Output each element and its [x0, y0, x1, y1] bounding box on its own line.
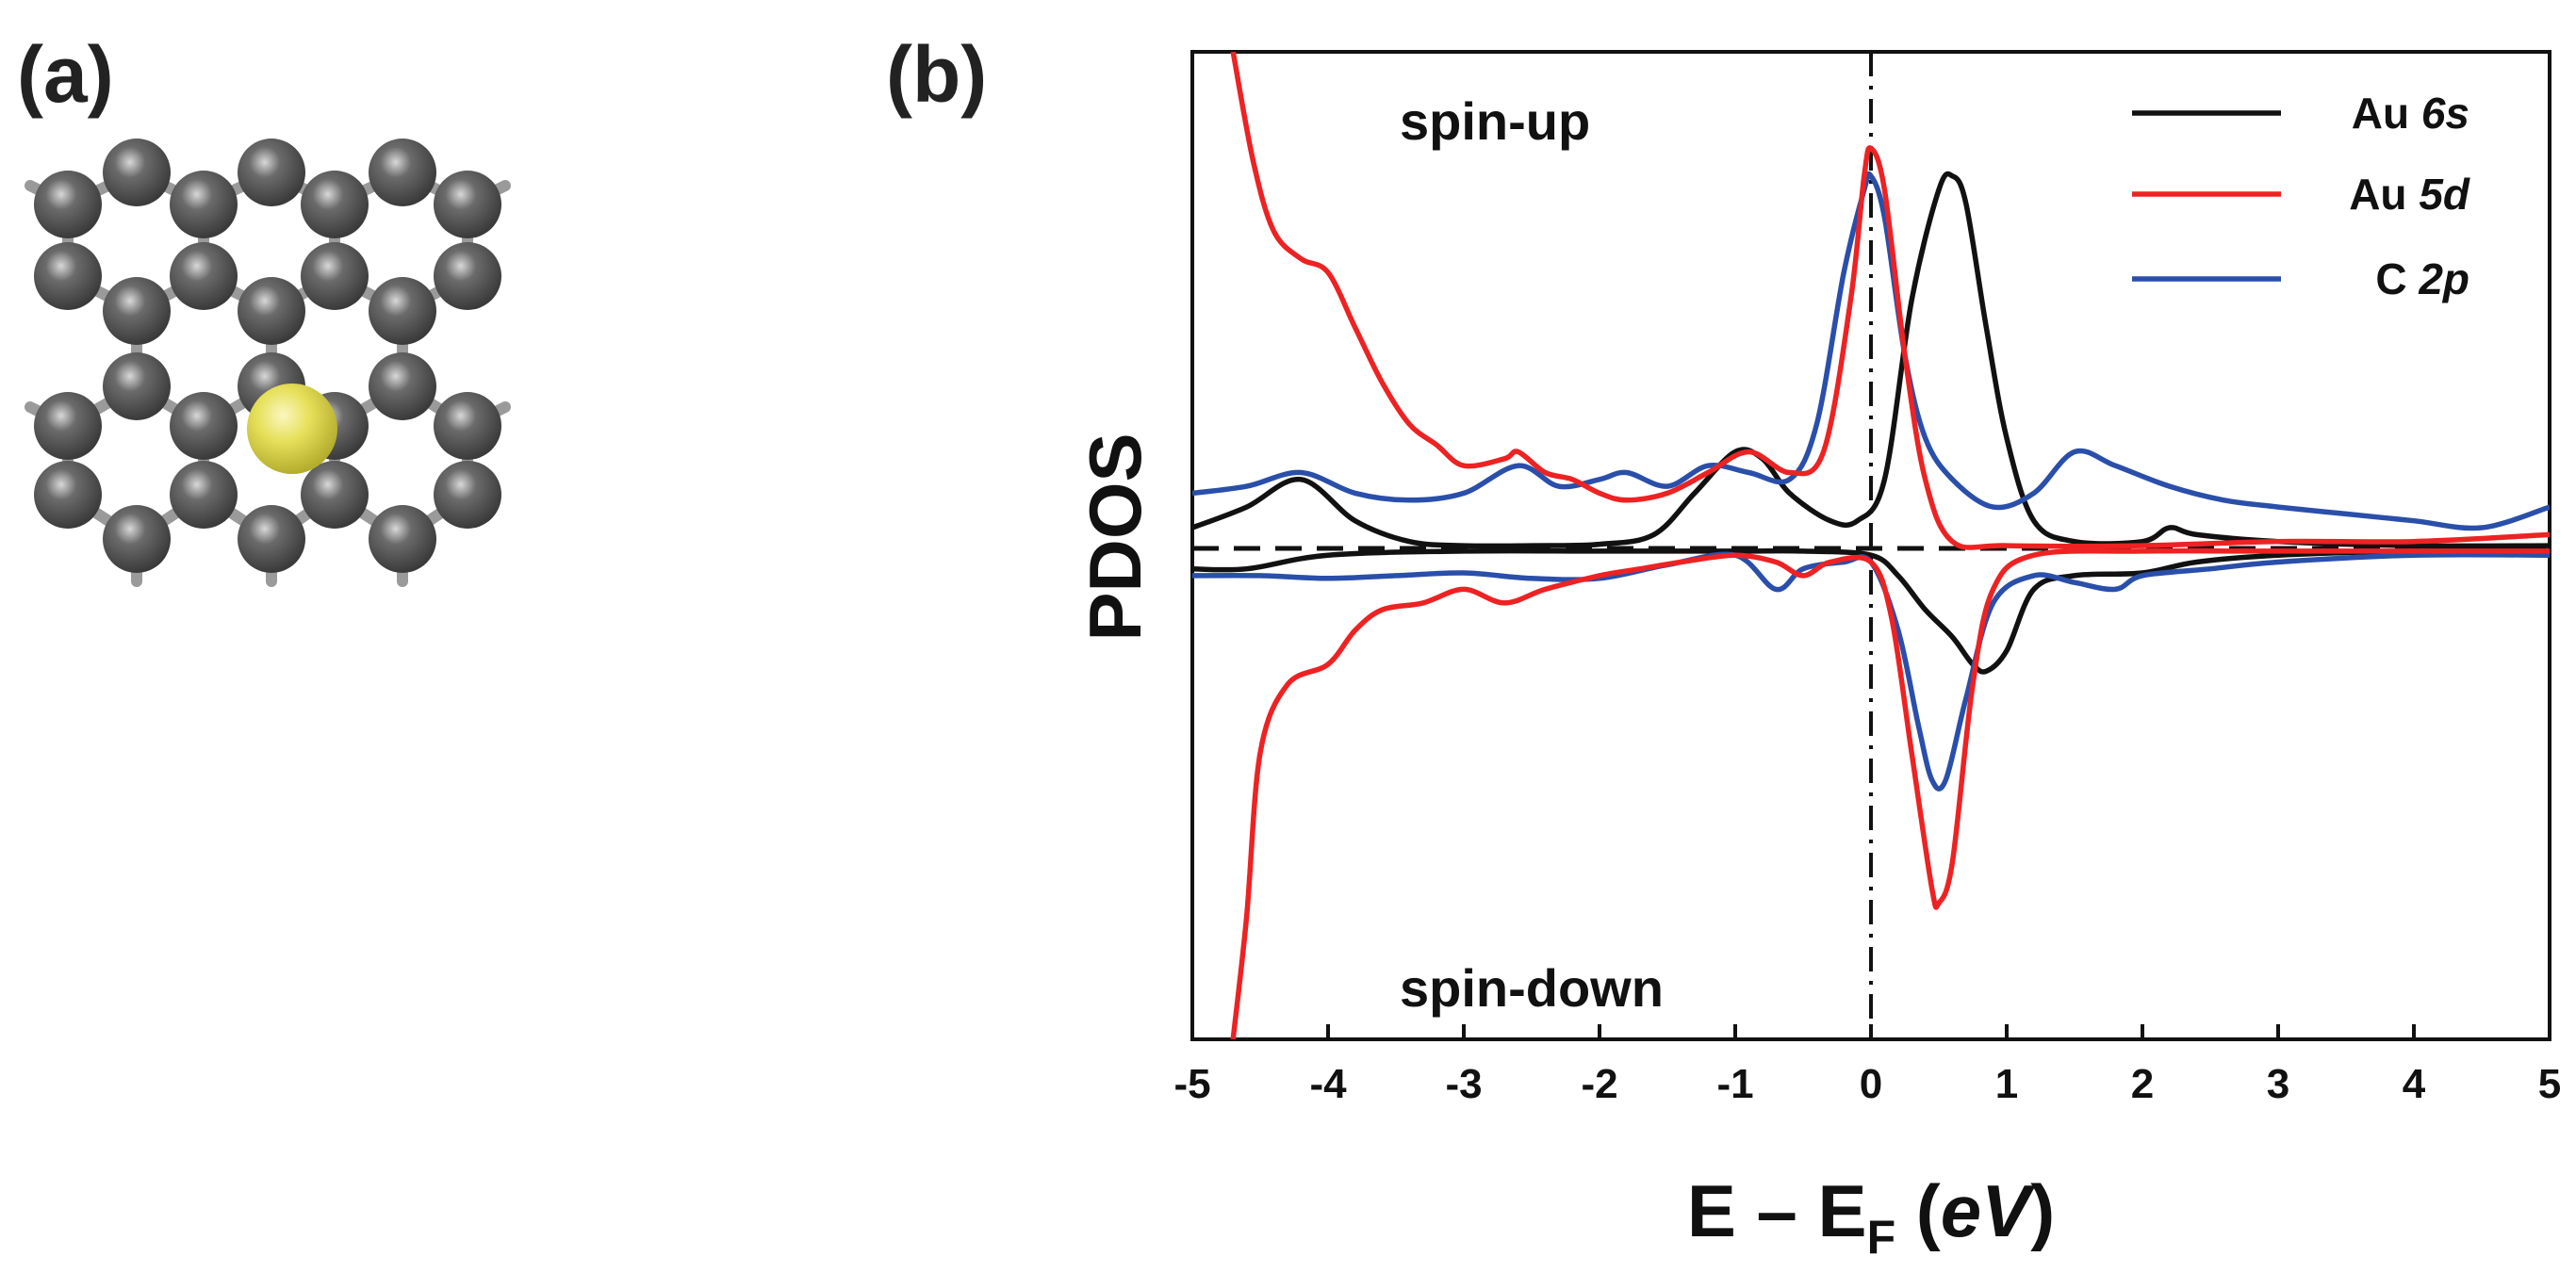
carbon-atom — [170, 242, 238, 310]
lattice-atoms — [34, 139, 501, 573]
carbon-atom — [170, 392, 238, 460]
x-axis-title-unit: eV — [1941, 1169, 2036, 1252]
x-tick-label: -4 — [1309, 1061, 1347, 1107]
pdos-chart: -5 -4 -3 -2 -1 0 1 2 3 4 5 spin-up spin-down Au 6s… — [1074, 50, 2561, 1264]
carbon-atom — [369, 139, 436, 206]
legend-label-au-5d: Au 5d — [2349, 170, 2470, 219]
x-tick-label: 5 — [2538, 1061, 2561, 1107]
x-tick-label: 3 — [2267, 1061, 2289, 1107]
series-layer — [1192, 52, 2550, 1039]
carbon-atom — [34, 461, 102, 529]
carbon-atom — [369, 505, 436, 573]
legend-label-c-2p: C 2p — [2375, 254, 2469, 303]
gold-atom — [247, 384, 337, 474]
carbon-atom — [301, 171, 369, 238]
carbon-atom — [103, 277, 171, 345]
carbon-atom — [103, 139, 171, 206]
carbon-atom — [103, 505, 171, 573]
x-axis-title-main: E – E — [1687, 1169, 1867, 1252]
legend-label-au-6s: Au 6s — [2352, 89, 2469, 138]
series-line-au-6s-down — [1192, 547, 2550, 675]
x-axis-title-close: ) — [2030, 1169, 2055, 1252]
x-tick-label: 1 — [1995, 1061, 2018, 1107]
x-tick-label: -2 — [1581, 1061, 1617, 1107]
graphene-lattice — [25, 139, 511, 587]
carbon-atom — [301, 242, 369, 310]
panel-b-label: (b) — [886, 30, 987, 119]
annotation-spin-down: spin-down — [1400, 958, 1664, 1018]
reference-lines — [1192, 52, 2550, 1039]
legend: Au 6s Au 5d C 2p — [2132, 89, 2470, 303]
x-tick-label: 2 — [2131, 1061, 2154, 1107]
series-line-au-6s-up — [1192, 171, 2550, 549]
x-axis-title-sub: F — [1867, 1211, 1896, 1264]
carbon-atom — [170, 461, 238, 529]
x-axis-title: E – EF (eV) — [1687, 1169, 2055, 1264]
carbon-atom — [238, 277, 305, 345]
x-axis-title-open: ( — [1895, 1169, 1941, 1252]
annotation-spin-up: spin-up — [1400, 91, 1590, 151]
x-axis-ticks: -5 -4 -3 -2 -1 0 1 2 3 4 5 — [1173, 1024, 2561, 1107]
carbon-atom — [34, 171, 102, 238]
series-line-au-5d-up — [1230, 52, 2550, 550]
carbon-atom — [34, 242, 102, 310]
carbon-atom — [34, 392, 102, 460]
carbon-atom — [369, 277, 436, 345]
panel-a-label: (a) — [17, 30, 114, 119]
carbon-atom — [103, 352, 171, 420]
series-line-au-5d-down — [1230, 547, 2550, 1039]
carbon-atom — [434, 171, 501, 238]
x-tick-label: -5 — [1173, 1061, 1210, 1107]
x-tick-label: -3 — [1445, 1061, 1482, 1107]
series-line-c-2p-down — [1192, 551, 2550, 792]
x-tick-label: -1 — [1716, 1061, 1753, 1107]
y-axis-title: PDOS — [1074, 432, 1157, 641]
carbon-atom — [170, 171, 238, 238]
carbon-atom — [369, 352, 436, 420]
carbon-atom — [301, 461, 369, 529]
carbon-atom — [434, 392, 501, 460]
x-tick-label: 0 — [1860, 1061, 1882, 1107]
carbon-atom — [434, 242, 501, 310]
carbon-atom — [238, 505, 305, 573]
x-tick-label: 4 — [2403, 1061, 2426, 1107]
carbon-atom — [434, 461, 501, 529]
carbon-atom — [238, 139, 305, 206]
